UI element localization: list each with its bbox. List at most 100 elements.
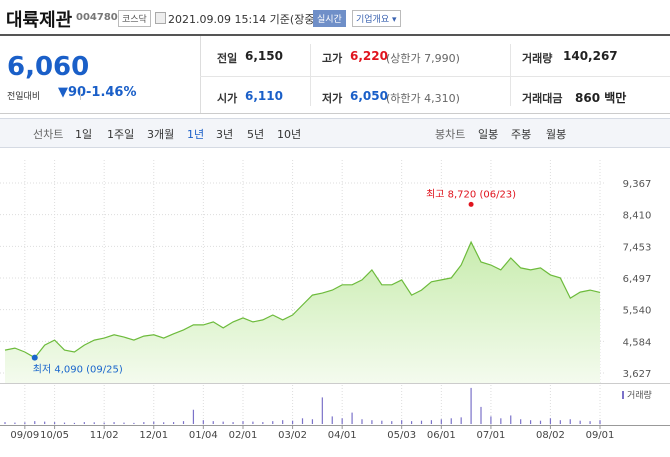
candle-tab[interactable]: 월봉 [546,128,567,141]
tab-bar [0,118,670,148]
volume-bar [470,387,472,424]
volume-bar [163,422,165,424]
volume-bar [282,420,284,424]
field-value: 6,110 [245,89,283,103]
volume-bar [311,419,314,424]
candle-tab[interactable]: 일봉 [478,128,499,141]
volume-bar [351,412,353,424]
volume-bar [242,421,244,424]
volume-bar [24,422,26,424]
doc-icon [155,12,166,24]
period-tab[interactable]: 5년 [247,128,265,141]
volume-legend-swatch [622,391,624,399]
volume-bar [500,418,502,424]
price-line [4,240,601,359]
volume-bar [272,421,274,424]
stock-name: 대륙제관 [6,10,73,31]
volume-bar [599,420,601,424]
field-value: 6,050 [350,89,388,103]
volume-bar [589,421,591,424]
volume-bar [569,419,571,424]
volume-bar [341,418,343,424]
volume-bar [361,419,363,424]
volume-bar [113,422,115,424]
field-label: 시가 [217,92,238,105]
volume-bar [391,421,393,424]
period-tab[interactable]: 3개월 [147,128,175,141]
volume-legend: 거래량 [627,389,652,401]
low-label: 최저 4,090 (09/25) [33,364,123,376]
volume-bar [44,421,46,424]
x-tick-label: 09/01 [586,430,615,441]
volume-bar [202,420,204,424]
volume-bar [579,420,581,424]
field-label: 거래대금 [522,92,563,105]
volume-bar [153,421,155,424]
volume-bar [401,420,403,424]
period-tab[interactable]: 1년 [187,128,205,141]
high-label: 최고 8,720 (06/23) [426,188,516,200]
divider [310,44,311,106]
divider [510,44,511,106]
candle-chart-label: 봉차트 [435,128,466,141]
volume-bar [539,420,542,424]
field-label: 전일 [217,52,238,65]
x-tick-label: 05/03 [387,430,416,441]
y-tick-label: 8,410 [623,211,652,222]
y-tick-label: 9,367 [623,179,652,190]
price-area [5,242,600,383]
y-tick-label: 7,453 [623,242,652,253]
volume-bar [490,416,492,424]
candle-tab[interactable]: 주봉 [511,128,532,141]
volume-bar [103,422,105,424]
field-value: 6,220 [350,49,388,63]
field-value: 140,267 [563,49,618,63]
x-tick-label: 02/01 [229,430,258,441]
x-tick-label: 09/09 [10,430,39,441]
x-tick-label: 08/02 [536,430,565,441]
volume-bar [480,406,482,424]
change: ▼90 [58,85,87,100]
volume-bar [123,422,125,424]
volume-bar [192,409,195,424]
volume-bar [520,419,522,424]
company-info-button[interactable]: 기업개요 ▾ [352,10,401,27]
x-tick-label: 07/01 [477,430,506,441]
volume-bar [301,418,304,424]
volume-bar [559,420,561,424]
market-badge: 코스닥 [118,10,151,27]
change-percent: -1.46% [86,85,137,100]
volume-bar [93,422,95,424]
volume-bar [212,421,214,424]
x-tick-label: 12/01 [139,430,168,441]
period-tab[interactable]: 10년 [277,128,302,141]
volume-bar [371,420,373,424]
period-tab[interactable]: 1주일 [107,128,135,141]
quote-panel [0,34,670,114]
volume-bar [420,420,423,424]
volume-bar [262,422,264,424]
volume-bar [430,420,433,424]
x-tick-label: 03/02 [278,430,307,441]
field-label: 거래량 [522,52,553,65]
volume-bar [63,422,66,424]
field-note: (하한가 4,310) [386,92,460,105]
volume-bar [549,418,552,424]
field-value: 6,150 [245,49,283,63]
field-label: 저가 [322,92,343,105]
volume-bar [321,397,323,424]
period-tab[interactable]: 3년 [216,128,234,141]
divider [200,76,670,77]
realtime-button[interactable]: 실시간 [313,10,346,27]
volume-bar [381,420,383,424]
volume-bar [252,421,254,424]
period-tab[interactable]: 1일 [75,128,93,141]
volume-bar [172,422,175,424]
change-label: 전일대비 [7,92,41,102]
high-marker [468,201,474,207]
volume-bar [410,421,413,424]
volume-bar [450,418,452,424]
y-tick-label: 3,627 [623,369,652,380]
divider [0,383,670,384]
